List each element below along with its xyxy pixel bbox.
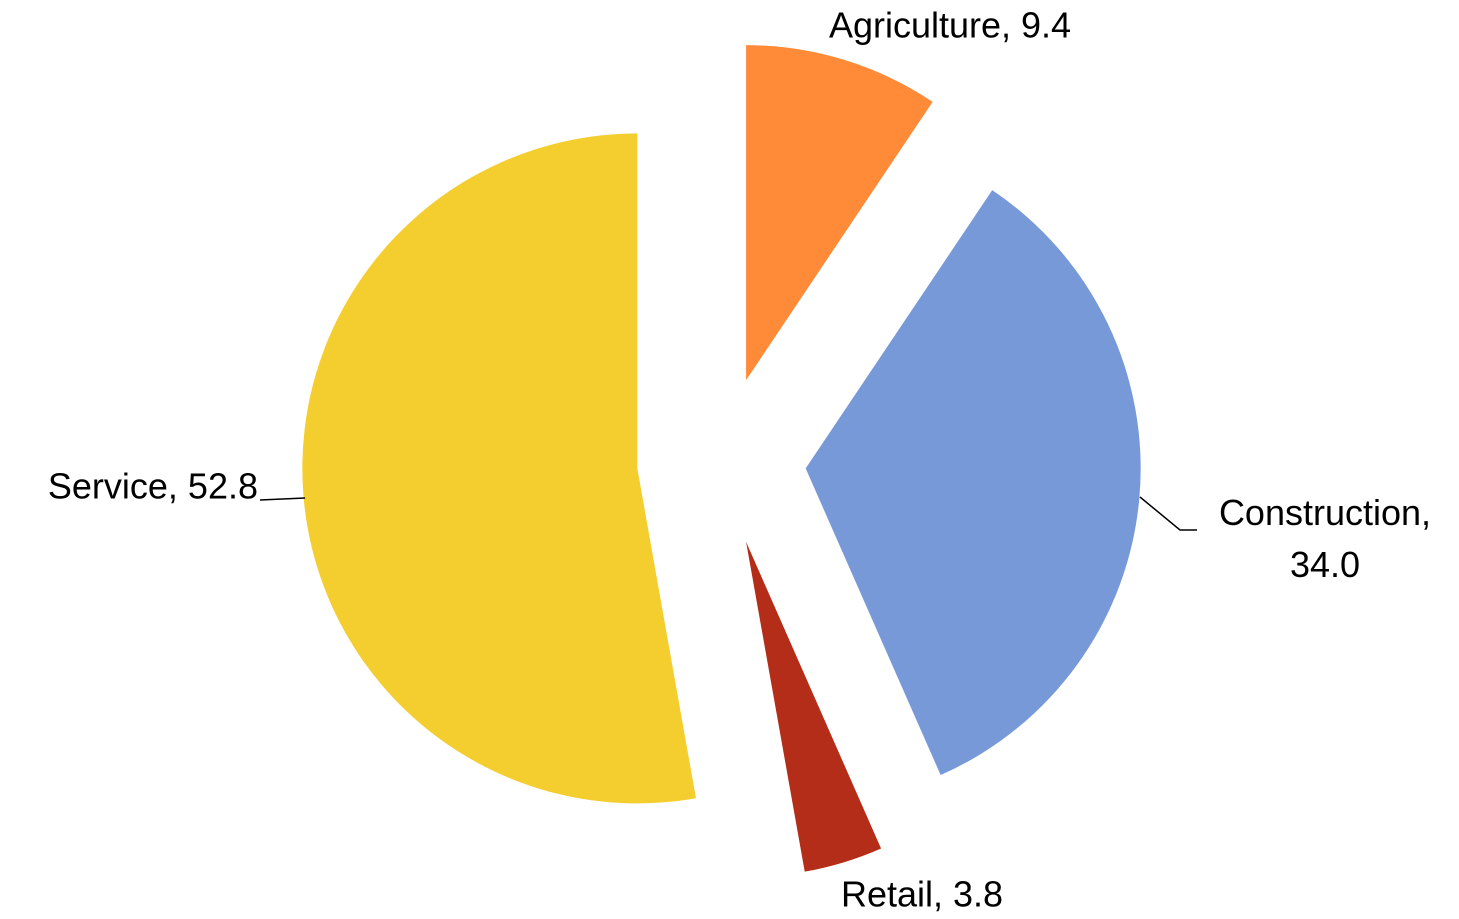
data-label: Service, 52.8 <box>48 466 258 507</box>
data-label-line: 34.0 <box>1290 544 1360 585</box>
pie <box>302 45 1141 872</box>
pie-slice <box>746 541 882 872</box>
pie-slice <box>746 45 933 381</box>
data-label: Construction, 34.0 <box>1219 492 1431 585</box>
data-label-line: Construction, <box>1219 492 1431 533</box>
data-label: Retail, 3.8 <box>841 874 1003 915</box>
data-label: Agriculture, 9.4 <box>829 5 1071 46</box>
leader-line <box>259 497 306 501</box>
pie-slice <box>805 190 1141 776</box>
pie-slice <box>302 133 696 804</box>
data-labels: Agriculture, 9.4 Construction, 34.0 Retail,… <box>48 5 1431 915</box>
leader-line <box>1139 496 1197 531</box>
